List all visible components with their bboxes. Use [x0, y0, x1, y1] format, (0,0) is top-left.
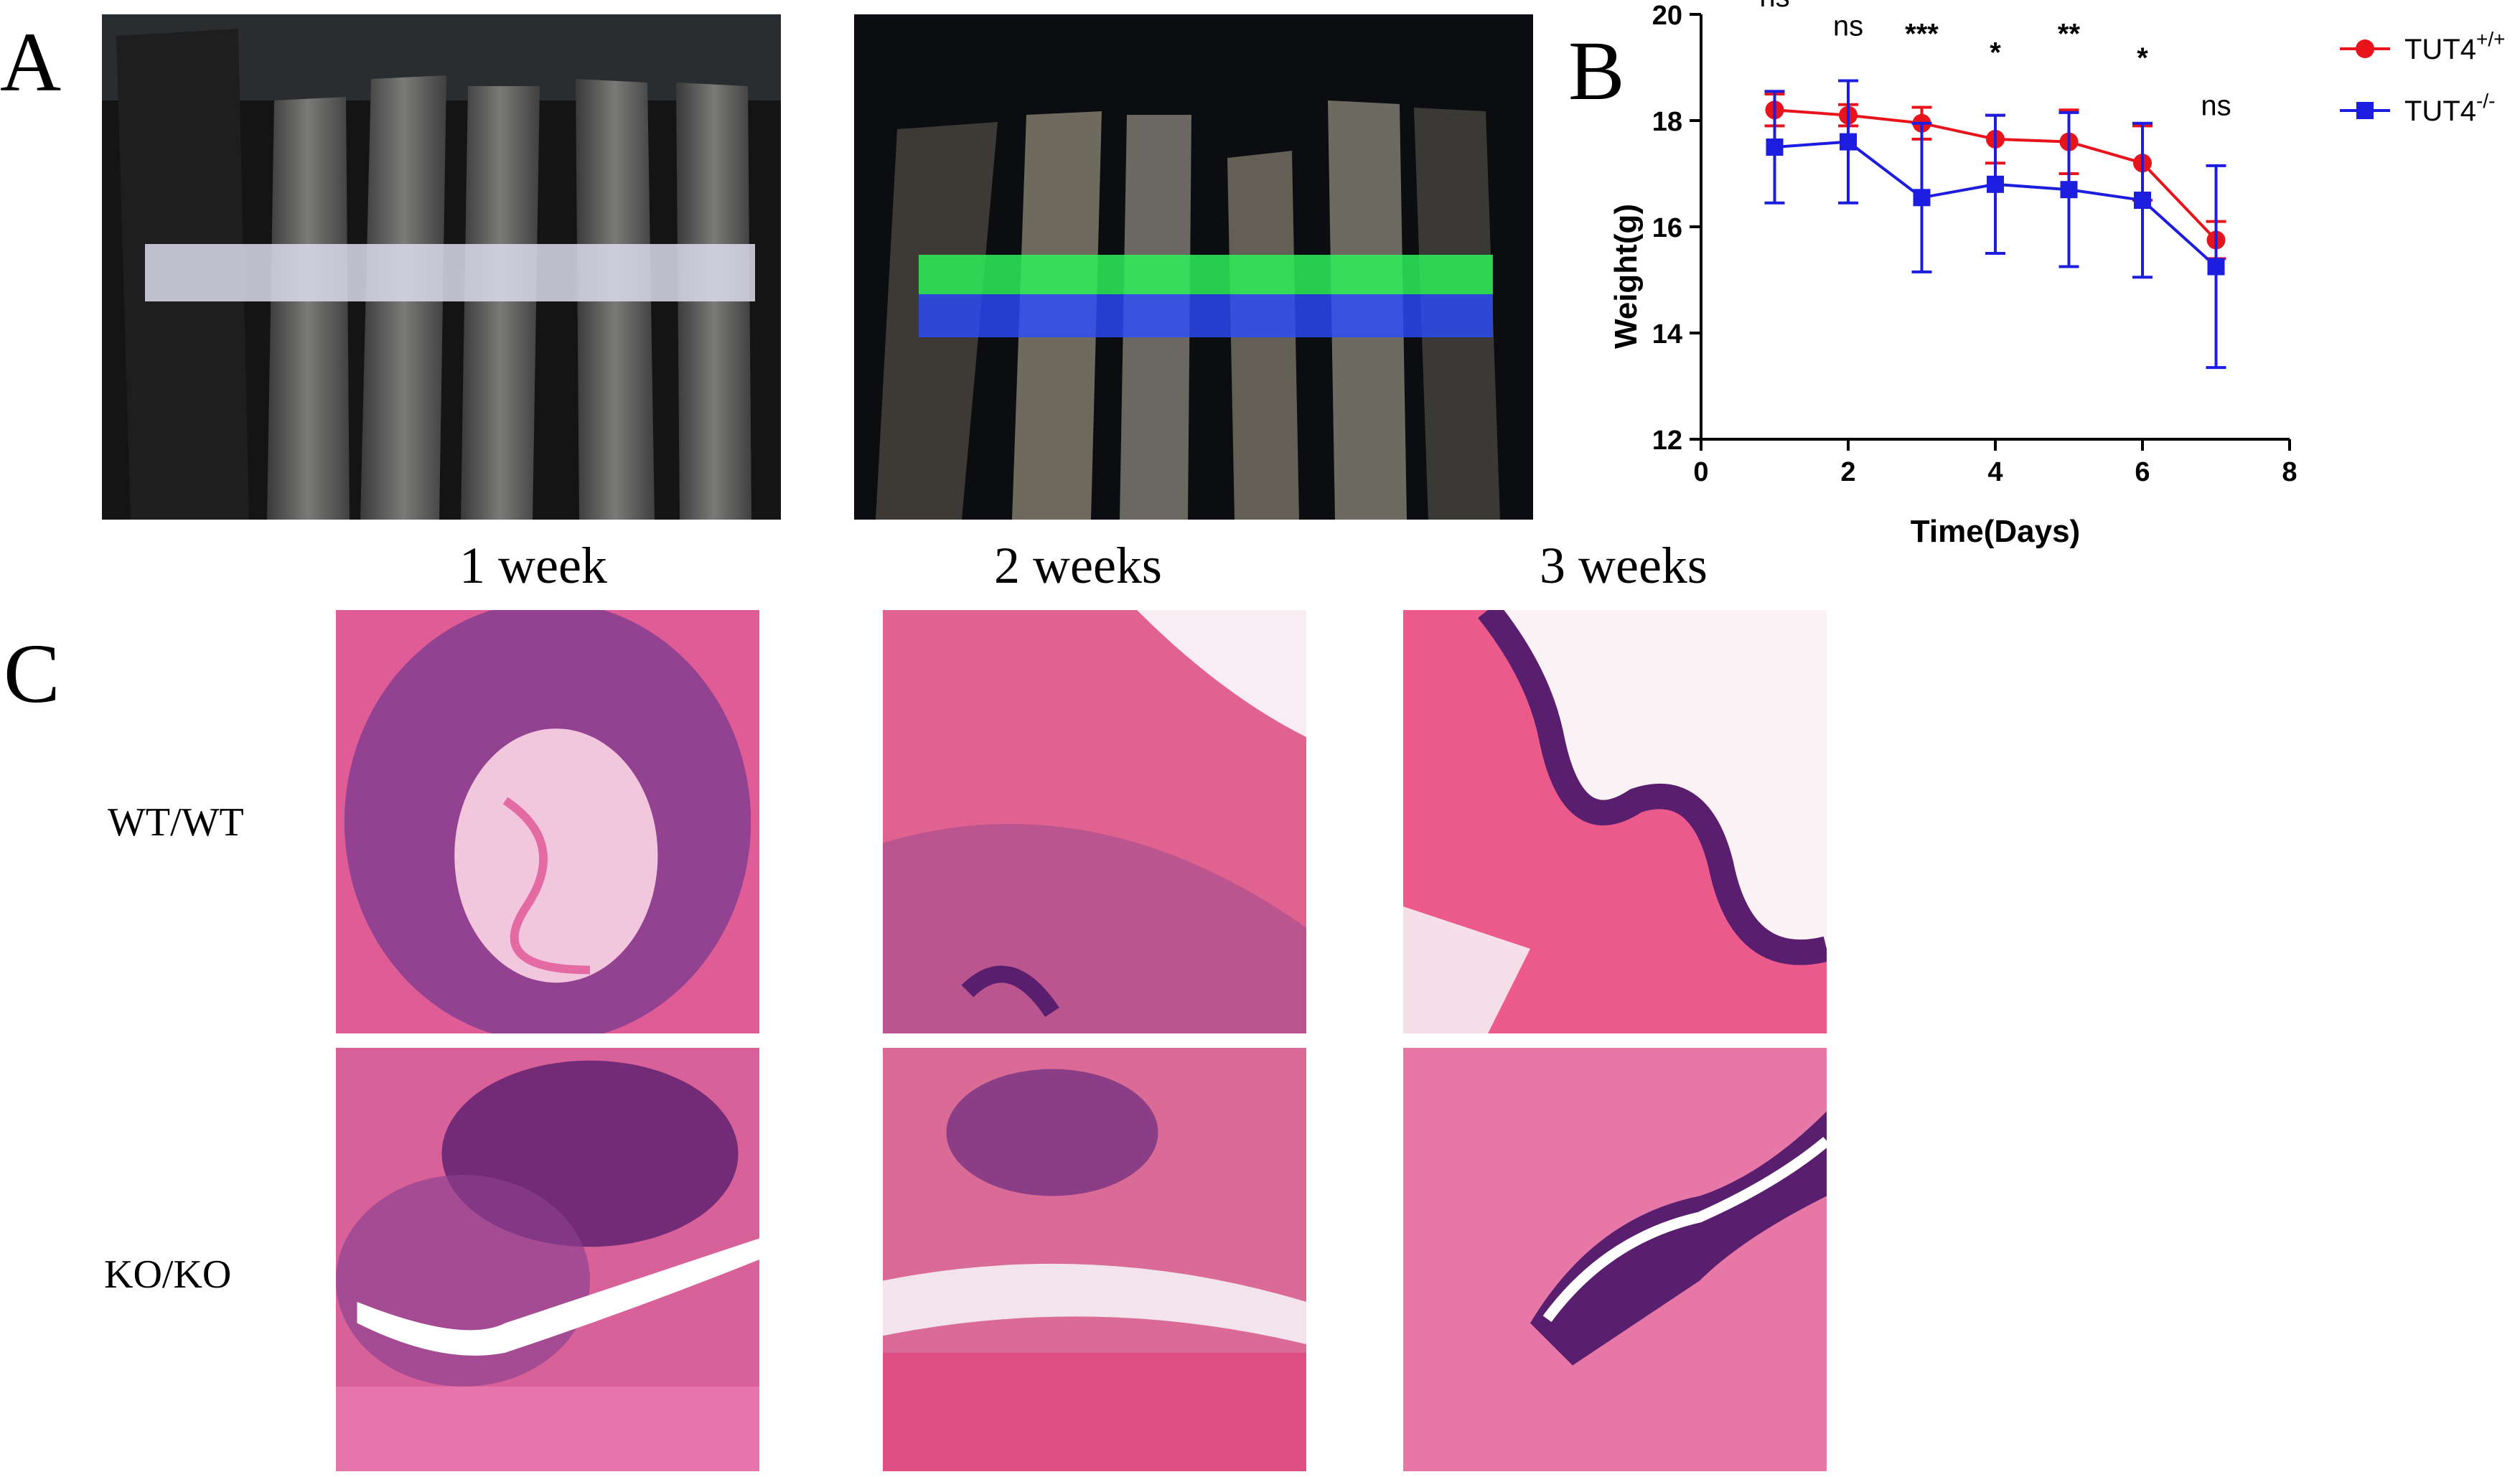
significance-annotation: ns: [2201, 90, 2231, 122]
data-point: [1913, 189, 1931, 207]
row-label-wt: WT/WT: [108, 800, 244, 845]
series-2: [1764, 79, 2226, 370]
x-axis-label: Time(Days): [1911, 514, 2080, 549]
data-point: [2207, 258, 2225, 276]
column-label-2-weeks: 2 weeks: [994, 537, 1162, 594]
x-tick-label: 2: [1840, 457, 1855, 487]
panel-a-label: A: [0, 15, 62, 109]
legend-marker: [2356, 39, 2374, 58]
legend-entry-1: TUT4+/+: [2340, 28, 2505, 65]
legend-entry-2: TUT4-/-: [2340, 90, 2495, 127]
panel-b-label: B: [1568, 24, 1625, 118]
significance-annotation: **: [2058, 19, 2081, 50]
y-tick-label: 18: [1652, 107, 1682, 137]
histology-wt-1-week: [336, 610, 759, 1033]
legend-label-superscript: -/-: [2476, 90, 2495, 112]
legend-label: TUT4-/-: [2404, 90, 2495, 127]
data-point: [1987, 175, 2004, 193]
data-point: [2060, 181, 2078, 199]
data-point: [1840, 133, 1857, 151]
significance-annotation: ns: [1833, 11, 1863, 42]
significance-annotation: *: [1990, 37, 2001, 69]
data-point: [1766, 139, 1784, 156]
x-tick-label: 6: [2135, 457, 2150, 487]
significance-annotation: ***: [1905, 19, 1939, 50]
histology-wt-2-weeks: [883, 610, 1306, 1033]
legend-marker: [2356, 102, 2374, 119]
row-label-ko: KO/KO: [104, 1252, 232, 1297]
y-tick-label: 14: [1652, 319, 1682, 350]
x-tick-label: 8: [2282, 457, 2297, 487]
histology-ko-3-weeks: [1403, 1048, 1827, 1471]
gel-photo-white-light: [102, 14, 781, 520]
legend-label: TUT4+/+: [2404, 28, 2505, 65]
y-tick-label: 12: [1652, 426, 1682, 456]
significance-annotation: *: [2137, 42, 2148, 74]
y-axis-label: Weight(g): [1608, 204, 1644, 349]
column-label-1-week: 1 week: [459, 537, 607, 594]
x-tick-label: 0: [1693, 457, 1708, 487]
histology-ko-1-week: [336, 1048, 759, 1471]
legend-label-superscript: +/+: [2476, 28, 2505, 50]
x-tick-label: 4: [1987, 457, 2003, 487]
gel-photo-fluorescence: [854, 14, 1533, 520]
histology-ko-2-weeks: [883, 1048, 1306, 1471]
significance-annotation: ns: [1759, 0, 1789, 13]
data-point: [2134, 192, 2151, 209]
y-tick-label: 16: [1652, 213, 1682, 243]
y-tick-label: 20: [1652, 1, 1682, 31]
histology-wt-3-weeks: [1403, 610, 1827, 1033]
panel-c-label: C: [4, 627, 60, 721]
column-label-3-weeks: 3 weeks: [1540, 537, 1708, 594]
